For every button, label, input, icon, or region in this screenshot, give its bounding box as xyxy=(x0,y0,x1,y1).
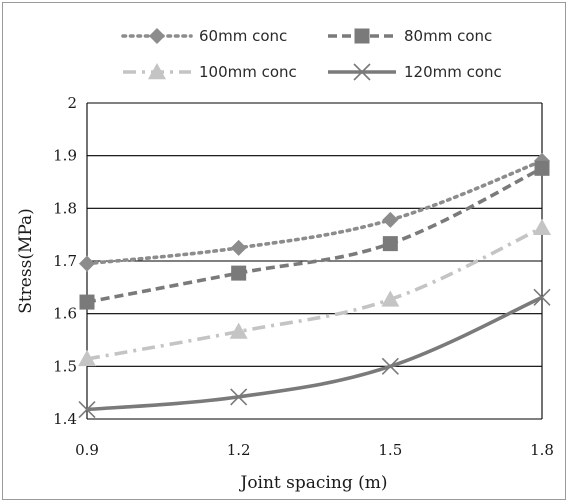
y-tick-label: 2 xyxy=(67,94,77,112)
x-tick-label: 0.9 xyxy=(75,441,99,459)
series-line xyxy=(85,159,544,266)
legend-entry: 120mm conc xyxy=(328,63,502,81)
data-point xyxy=(229,322,248,339)
legend-marker xyxy=(353,63,371,81)
data-point xyxy=(78,400,96,419)
series-120mm-conc xyxy=(78,288,551,419)
data-point xyxy=(382,211,399,228)
data-point xyxy=(533,218,551,236)
legend-marker xyxy=(149,28,165,44)
series-line xyxy=(86,295,543,412)
y-tick-label: 1.4 xyxy=(53,410,77,428)
data-point xyxy=(381,290,400,307)
data-point xyxy=(230,239,247,256)
data-point xyxy=(79,294,95,310)
x-axis-title: Joint spacing (m) xyxy=(239,473,388,493)
data-point xyxy=(231,265,247,281)
legend-label: 120mm conc xyxy=(404,63,502,81)
y-tick-label: 1.6 xyxy=(53,305,77,323)
series-100mm-conc xyxy=(78,218,551,367)
legend: 60mm conc 80mm conc 100mm conc 120mm conc xyxy=(121,27,502,81)
x-axis-ticks: 0.9 1.2 1.5 1.8 xyxy=(75,441,554,459)
data-point xyxy=(79,255,95,272)
series-layer xyxy=(78,152,551,419)
chart-frame xyxy=(2,2,566,500)
y-tick-label: 1.8 xyxy=(53,199,77,217)
series-line xyxy=(86,226,543,361)
data-point xyxy=(381,357,399,375)
legend-label: 100mm conc xyxy=(199,63,297,81)
legend-entry: 60mm conc xyxy=(121,27,287,45)
x-tick-label: 1.8 xyxy=(530,441,554,459)
legend-entry: 80mm conc xyxy=(328,27,492,45)
data-point xyxy=(382,236,398,252)
y-axis-title: Stress(MPa) xyxy=(16,208,36,314)
series-80mm-conc xyxy=(79,160,550,310)
series-60mm-conc xyxy=(79,152,550,272)
legend-marker xyxy=(148,63,166,80)
data-point xyxy=(533,288,551,306)
y-axis-ticks: 1.4 1.5 1.6 1.7 1.8 1.9 2 xyxy=(53,94,77,428)
legend-label: 60mm conc xyxy=(199,27,287,45)
x-tick-label: 1.2 xyxy=(227,441,251,459)
y-tick-label: 1.9 xyxy=(53,147,77,165)
gridlines xyxy=(86,102,543,420)
y-tick-label: 1.7 xyxy=(53,252,77,270)
data-point xyxy=(230,388,248,406)
legend-entry: 100mm conc xyxy=(123,63,297,81)
data-point xyxy=(534,160,550,176)
series-line xyxy=(86,166,543,304)
y-tick-label: 1.5 xyxy=(53,357,77,375)
legend-label: 80mm conc xyxy=(404,27,492,45)
legend-marker xyxy=(354,28,370,44)
data-point xyxy=(78,349,96,367)
x-tick-label: 1.5 xyxy=(378,441,402,459)
